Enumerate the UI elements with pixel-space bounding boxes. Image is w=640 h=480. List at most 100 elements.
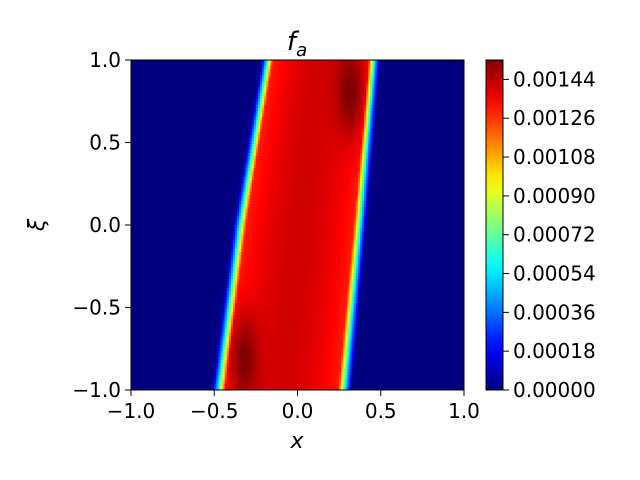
heatmap-cell <box>216 63 220 67</box>
heatmap-cell <box>230 69 234 73</box>
heatmap-cell <box>339 78 342 82</box>
heatmap-cell <box>260 72 263 76</box>
heatmap-cell <box>168 66 172 70</box>
heatmap-cell <box>334 75 338 79</box>
heatmap-cell <box>334 69 338 73</box>
heatmap-cell <box>228 90 232 94</box>
heatmap-cell <box>330 81 334 85</box>
heatmap-cell <box>307 93 311 97</box>
heatmap-cell <box>208 75 211 79</box>
heatmap-cell <box>307 90 311 94</box>
heatmap-cell <box>251 96 255 100</box>
heatmap-cell <box>426 96 430 100</box>
heatmap-cell <box>326 69 330 73</box>
heatmap-cell <box>203 96 207 100</box>
heatmap-cell <box>131 63 134 67</box>
heatmap-cell <box>362 69 365 73</box>
heatmap-cell <box>187 75 190 79</box>
heatmap-cell <box>137 87 140 91</box>
heatmap-cell <box>135 72 138 76</box>
heatmap-cell <box>147 66 151 70</box>
heatmap-cell <box>328 75 332 79</box>
heatmap-cell <box>160 60 163 64</box>
heatmap-cell <box>434 81 438 85</box>
heatmap-cell <box>214 90 217 94</box>
heatmap-cell <box>428 78 432 82</box>
heatmap-cell <box>407 66 411 70</box>
heatmap-cell <box>372 93 376 97</box>
heatmap-cell <box>453 60 457 64</box>
heatmap-cell <box>199 87 203 91</box>
heatmap-cell <box>151 81 155 85</box>
heatmap-cell <box>430 63 434 67</box>
heatmap-cell <box>422 87 426 91</box>
heatmap-cell <box>326 96 330 100</box>
heatmap-cell <box>193 87 197 91</box>
heatmap-cell <box>172 99 176 103</box>
heatmap-cell <box>280 99 284 103</box>
heatmap-cell <box>131 93 134 97</box>
heatmap-cell <box>176 78 180 82</box>
heatmap-cell <box>318 96 321 100</box>
heatmap-cell <box>205 99 209 103</box>
heatmap-cell <box>168 93 172 97</box>
heatmap-cell <box>270 96 274 100</box>
heatmap-cell <box>139 90 142 94</box>
heatmap-cell <box>449 90 453 94</box>
heatmap-cell <box>162 102 165 106</box>
heatmap-cell <box>203 75 207 79</box>
heatmap-cell <box>272 75 276 79</box>
heatmap-cell <box>349 69 353 73</box>
heatmap-cell <box>220 78 224 82</box>
heatmap-cell <box>289 63 292 67</box>
heatmap-cell <box>414 99 417 103</box>
heatmap-cell <box>370 96 374 100</box>
heatmap-cell <box>357 99 361 103</box>
heatmap-cell <box>430 72 434 76</box>
heatmap-cell <box>278 90 282 94</box>
heatmap-cell <box>197 99 201 103</box>
heatmap-cell <box>243 99 247 103</box>
heatmap-cell <box>305 90 309 94</box>
heatmap-cell <box>249 69 253 73</box>
heatmap-cell <box>226 60 230 64</box>
heatmap-cell <box>393 69 396 73</box>
heatmap-cell <box>341 99 344 103</box>
heatmap-cell <box>343 93 346 97</box>
heatmap-cell <box>172 78 176 82</box>
heatmap-cell <box>411 66 415 70</box>
heatmap-cell <box>343 66 346 70</box>
heatmap-cell <box>339 99 342 103</box>
heatmap-cell <box>176 102 180 106</box>
heatmap-cell <box>320 90 324 94</box>
heatmap-cell <box>291 63 294 67</box>
heatmap-cell <box>459 75 463 79</box>
heatmap-cell <box>251 63 255 67</box>
heatmap-cell <box>183 69 186 73</box>
heatmap-cell <box>201 96 205 100</box>
heatmap-cell <box>135 81 138 85</box>
heatmap-cell <box>185 93 188 97</box>
heatmap-cell <box>316 78 319 82</box>
heatmap-cell <box>414 93 417 97</box>
heatmap-cell <box>160 84 163 88</box>
heatmap-cell <box>436 60 440 64</box>
heatmap-cell <box>461 72 464 76</box>
heatmap-cell <box>158 102 161 106</box>
heatmap-cell <box>411 69 415 73</box>
heatmap-cell <box>170 78 174 82</box>
heatmap-cell <box>349 90 353 94</box>
heatmap-cell <box>399 81 403 85</box>
heatmap-cell <box>426 99 430 103</box>
heatmap-cell <box>428 63 432 67</box>
heatmap-cell <box>158 66 161 70</box>
heatmap-cell <box>389 60 392 64</box>
heatmap-cell <box>291 66 294 70</box>
heatmap-cell <box>401 87 405 91</box>
heatmap-cell <box>316 84 319 88</box>
heatmap-cell <box>397 78 401 82</box>
heatmap-cell <box>274 63 278 67</box>
heatmap-cell <box>420 90 423 94</box>
heatmap-cell <box>285 84 288 88</box>
heatmap-cell <box>295 63 299 67</box>
